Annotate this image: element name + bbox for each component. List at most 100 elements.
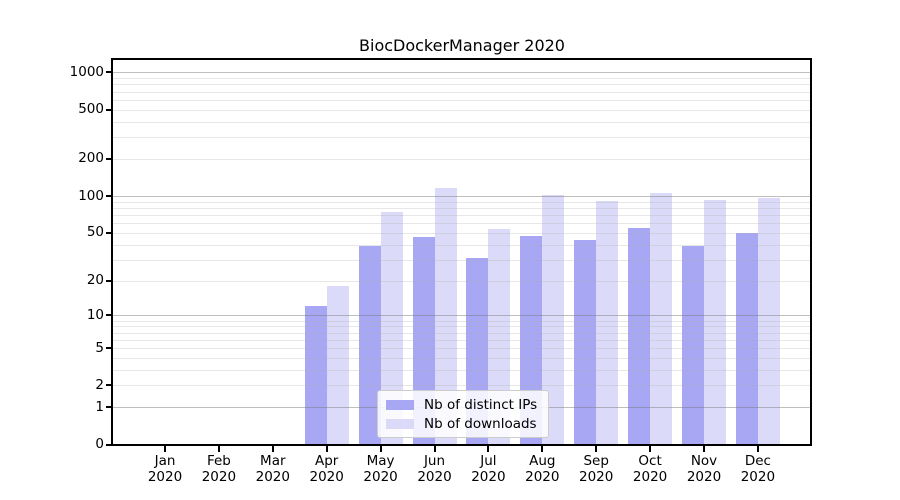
y-tick-mark: [106, 443, 111, 446]
gridline-minor: [113, 214, 810, 216]
y-tick-mark: [106, 108, 111, 111]
gridline-minor: [113, 348, 810, 349]
x-tick-mark: [379, 446, 382, 452]
x-tick-year: 2020: [579, 469, 614, 485]
x-tick-mark: [649, 446, 652, 452]
bar-downloads-dec: [757, 198, 780, 445]
gridline-minor: [113, 339, 810, 341]
gridline-minor: [113, 332, 810, 334]
x-tick-year: 2020: [686, 469, 722, 485]
gridline-minor: [113, 91, 810, 93]
x-tick-label-dec: Dec 2020: [730, 453, 786, 486]
gridline-minor: [113, 280, 810, 282]
y-tick-label: 1000: [69, 63, 104, 80]
x-tick-year: 2020: [309, 469, 344, 485]
gridline-minor: [113, 326, 810, 328]
x-tick-month: Jun: [423, 452, 446, 469]
x-tick-year: 2020: [417, 469, 452, 485]
x-tick-mark: [756, 446, 759, 452]
gridline-major: [113, 196, 810, 197]
y-tick-label: 1: [95, 398, 104, 415]
x-tick-month: Feb: [206, 452, 231, 469]
gridline-major: [113, 315, 810, 317]
x-tick-month: Jul: [480, 452, 497, 469]
x-tick-label-oct: Oct 2020: [622, 453, 678, 486]
x-tick-mark: [217, 446, 220, 452]
gridline-minor: [113, 259, 810, 261]
x-tick-month: May: [366, 452, 395, 469]
gridline-minor: [113, 385, 810, 387]
gridline-minor: [113, 158, 810, 160]
x-tick-label-aug: Aug 2020: [514, 453, 570, 486]
x-tick-label-apr: Apr 2020: [299, 453, 355, 486]
gridline-minor: [113, 207, 810, 209]
x-tick-year: 2020: [525, 469, 560, 485]
x-tick-mark: [164, 446, 166, 452]
gridline-minor: [113, 109, 810, 111]
x-tick-year: 2020: [632, 469, 668, 485]
x-tick-year: 2020: [255, 469, 290, 485]
y-tick-label: 50: [86, 224, 104, 241]
y-tick-mark: [106, 195, 111, 197]
x-tick-month: Dec: [744, 452, 771, 469]
legend-row-ips: Nb of distinct IPs: [386, 396, 540, 413]
y-tick-mark: [106, 314, 111, 317]
x-tick-label-may: May 2020: [353, 453, 409, 486]
bar-ips-oct: [628, 227, 651, 445]
gridline-minor: [113, 232, 810, 234]
gridline-minor: [113, 121, 810, 123]
gridline-minor: [113, 78, 810, 80]
legend-label-ips: Nb of distinct IPs: [424, 396, 538, 413]
x-tick-label-sep: Sep 2020: [568, 453, 624, 486]
gridline-major: [113, 72, 810, 74]
gridline-minor: [113, 244, 810, 246]
x-tick-month: Sep: [583, 452, 609, 469]
y-tick-mark: [106, 279, 111, 282]
y-tick-label: 500: [78, 101, 104, 118]
gridline-minor: [113, 84, 810, 86]
gridline-minor: [113, 369, 810, 371]
bar-ips-dec: [735, 232, 758, 445]
x-tick-label-jun: Jun 2020: [407, 453, 463, 486]
bar-downloads-jun: [434, 188, 457, 445]
x-tick-label-nov: Nov 2020: [676, 453, 732, 486]
y-tick-mark: [106, 157, 111, 160]
chart-title: BiocDockerManager 2020: [359, 36, 565, 55]
x-tick-mark: [487, 446, 490, 452]
x-tick-month: Aug: [529, 452, 556, 469]
bar-downloads-apr: [326, 285, 349, 445]
x-tick-month: Nov: [690, 452, 718, 469]
legend-swatch-ips: [386, 399, 414, 410]
x-tick-mark: [595, 446, 598, 452]
y-tick-label: 20: [86, 272, 104, 288]
gridline-minor: [113, 357, 810, 359]
bar-downloads-may: [380, 211, 403, 445]
x-tick-month: Apr: [315, 452, 339, 469]
gridline-minor: [113, 320, 810, 322]
x-tick-mark: [541, 446, 544, 452]
bar-ips-nov: [682, 245, 704, 445]
bar-downloads-oct: [650, 193, 673, 445]
x-tick-mark: [271, 446, 274, 452]
y-tick-mark: [106, 71, 111, 74]
bar-downloads-aug: [542, 195, 565, 445]
x-tick-label-feb: Feb 2020: [191, 453, 247, 486]
y-tick-label: 0: [95, 436, 104, 452]
x-tick-month: Jan: [154, 452, 176, 469]
x-tick-mark: [433, 446, 436, 452]
x-tick-year: 2020: [740, 469, 776, 485]
y-tick-label: 200: [78, 150, 104, 167]
x-tick-label-mar: Mar 2020: [245, 453, 301, 486]
legend: Nb of distinct IPs Nb of downloads: [377, 390, 549, 438]
gridline-minor: [113, 223, 810, 225]
x-tick-year: 2020: [147, 469, 183, 485]
x-tick-label-jan: Jan 2020: [137, 453, 193, 486]
x-tick-label-jul: Jul 2020: [460, 453, 516, 486]
x-tick-mark: [325, 446, 328, 452]
x-tick-year: 2020: [201, 469, 237, 485]
legend-label-downloads: Nb of downloads: [424, 415, 537, 432]
bar-ips-sep: [574, 239, 597, 445]
x-tick-month: Mar: [260, 452, 286, 469]
legend-swatch-downloads: [386, 418, 414, 429]
gridline-minor: [113, 99, 810, 101]
